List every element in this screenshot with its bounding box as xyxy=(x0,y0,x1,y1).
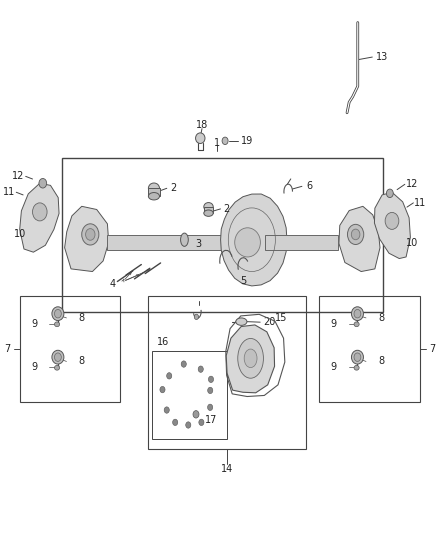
Text: 2: 2 xyxy=(170,183,177,193)
Circle shape xyxy=(198,366,203,373)
Ellipse shape xyxy=(347,224,364,245)
Circle shape xyxy=(173,419,178,425)
Ellipse shape xyxy=(204,210,213,216)
Ellipse shape xyxy=(238,338,263,378)
Text: 16: 16 xyxy=(157,337,169,347)
Text: 9: 9 xyxy=(331,362,337,372)
Ellipse shape xyxy=(351,229,360,240)
Text: 9: 9 xyxy=(31,319,37,329)
Ellipse shape xyxy=(354,353,361,361)
Polygon shape xyxy=(221,194,287,286)
Bar xyxy=(107,235,242,250)
Circle shape xyxy=(186,422,191,428)
Text: 2: 2 xyxy=(223,204,230,214)
Ellipse shape xyxy=(32,203,47,221)
Text: 17: 17 xyxy=(205,415,217,425)
Polygon shape xyxy=(65,206,109,271)
Circle shape xyxy=(386,189,393,198)
Ellipse shape xyxy=(180,233,188,246)
Circle shape xyxy=(208,404,213,410)
Ellipse shape xyxy=(204,203,213,211)
Polygon shape xyxy=(374,192,410,259)
Text: 3: 3 xyxy=(195,239,201,249)
Ellipse shape xyxy=(236,318,247,325)
Ellipse shape xyxy=(354,310,361,318)
Ellipse shape xyxy=(354,366,359,370)
Text: 11: 11 xyxy=(3,187,15,197)
Circle shape xyxy=(181,361,186,367)
Ellipse shape xyxy=(385,213,399,229)
Ellipse shape xyxy=(244,349,257,368)
Text: 8: 8 xyxy=(78,313,85,323)
Ellipse shape xyxy=(351,307,364,320)
Text: 6: 6 xyxy=(306,181,312,191)
Circle shape xyxy=(160,386,165,393)
Text: 10: 10 xyxy=(14,229,26,239)
Text: 12: 12 xyxy=(406,179,418,189)
Text: 8: 8 xyxy=(378,313,384,323)
Text: 8: 8 xyxy=(378,357,384,366)
Ellipse shape xyxy=(82,224,99,245)
Text: 18: 18 xyxy=(196,120,208,130)
Text: 12: 12 xyxy=(12,172,25,181)
Circle shape xyxy=(208,387,213,393)
Ellipse shape xyxy=(195,133,205,143)
Ellipse shape xyxy=(148,192,159,200)
Text: 11: 11 xyxy=(414,198,427,208)
Ellipse shape xyxy=(354,322,359,327)
Ellipse shape xyxy=(54,310,61,318)
Text: 7: 7 xyxy=(429,344,435,354)
Text: 14: 14 xyxy=(221,464,233,474)
Text: 7: 7 xyxy=(4,344,10,354)
Circle shape xyxy=(39,179,46,188)
Bar xyxy=(63,158,383,312)
Ellipse shape xyxy=(52,350,64,364)
Ellipse shape xyxy=(54,322,60,327)
Polygon shape xyxy=(339,206,380,271)
Ellipse shape xyxy=(52,307,64,320)
Circle shape xyxy=(199,419,204,425)
Circle shape xyxy=(166,373,172,379)
Text: 8: 8 xyxy=(78,357,85,366)
Ellipse shape xyxy=(54,353,61,361)
Ellipse shape xyxy=(235,228,261,257)
Ellipse shape xyxy=(54,366,60,370)
Circle shape xyxy=(222,137,228,144)
Ellipse shape xyxy=(351,350,364,364)
Circle shape xyxy=(193,410,199,418)
Bar xyxy=(265,235,339,250)
Text: 10: 10 xyxy=(406,238,418,248)
Ellipse shape xyxy=(148,183,159,193)
Circle shape xyxy=(164,407,170,413)
Text: 1: 1 xyxy=(213,138,219,148)
Ellipse shape xyxy=(85,229,95,240)
Bar xyxy=(152,351,227,439)
Polygon shape xyxy=(226,325,275,393)
Text: 19: 19 xyxy=(241,136,254,146)
Text: 9: 9 xyxy=(331,319,337,329)
Bar xyxy=(204,207,213,213)
Text: 20: 20 xyxy=(264,317,276,327)
Text: 5: 5 xyxy=(240,276,247,286)
Bar xyxy=(148,296,307,449)
Text: 9: 9 xyxy=(31,362,37,372)
Text: 15: 15 xyxy=(275,313,287,323)
Polygon shape xyxy=(20,183,59,252)
Text: 13: 13 xyxy=(376,52,388,62)
Bar xyxy=(148,188,159,196)
Circle shape xyxy=(194,314,198,319)
Bar xyxy=(20,296,120,402)
Circle shape xyxy=(208,376,214,383)
Bar xyxy=(319,296,420,402)
Text: 4: 4 xyxy=(110,279,116,289)
